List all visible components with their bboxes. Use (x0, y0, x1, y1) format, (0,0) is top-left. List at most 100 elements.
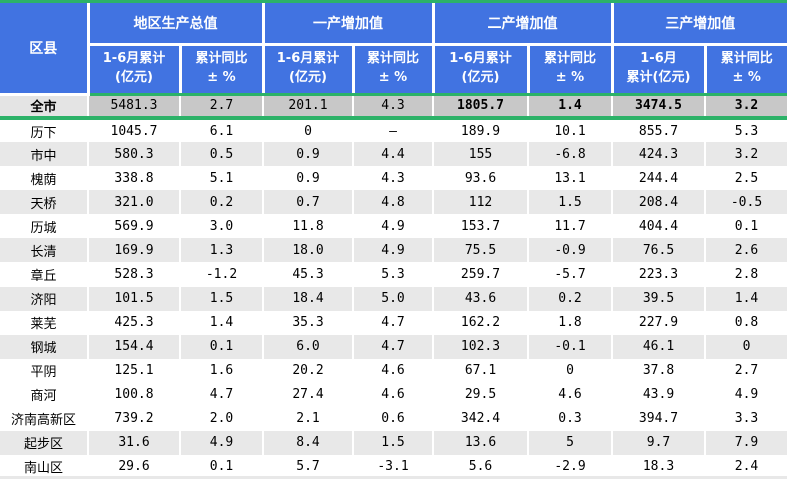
value-cell: 5.3 (353, 262, 434, 287)
header-group-row: 区县 地区生产总值 一产增加值 二产增加值 三产增加值 (0, 3, 787, 96)
value-cell: 569.9 (88, 214, 181, 239)
value-cell: -5.7 (528, 262, 613, 287)
value-cell: 1.5 (353, 430, 434, 455)
value-cell: 4.7 (180, 382, 264, 407)
region-cell: 全市 (0, 94, 89, 121)
value-cell: 3.2 (705, 94, 787, 121)
value-cell: 5.0 (353, 286, 434, 311)
table-row: 钢城 154.4 0.1 6.0 4.7 102.3 -0.1 46.1 0 (0, 334, 787, 359)
table-row: 莱芜 425.3 1.4 35.3 4.7 162.2 1.8 227.9 0.8 (0, 310, 787, 335)
sub-header-line1: 1-6月累计 (102, 51, 166, 67)
value-cell: 2.7 (180, 94, 264, 121)
value-cell: 0.6 (353, 406, 434, 431)
value-cell: 2.1 (263, 406, 354, 431)
value-cell: 1045.7 (88, 118, 181, 143)
value-cell: 223.3 (612, 262, 706, 287)
value-cell: 11.8 (263, 214, 354, 239)
value-cell: 10.1 (528, 118, 613, 143)
value-cell: 342.4 (433, 406, 529, 431)
value-cell: 37.8 (612, 358, 706, 383)
sub-header-line1: 1-6月累计 (276, 51, 340, 67)
value-cell: 9.7 (612, 430, 706, 455)
value-cell: 112 (433, 190, 529, 215)
value-cell: -3.1 (353, 454, 434, 479)
sub-header-line2: (亿元) (289, 70, 327, 85)
value-cell: 46.1 (612, 334, 706, 359)
value-cell: 13.6 (433, 430, 529, 455)
sub-header-primary-value: 1-6月累计 (亿元) (263, 44, 355, 96)
value-cell: 75.5 (433, 238, 529, 263)
value-cell: 0.2 (180, 190, 264, 215)
region-cell: 槐荫 (0, 166, 89, 191)
value-cell: 4.7 (353, 334, 434, 359)
sub-header-line1: 累计同比 (366, 51, 419, 67)
value-cell: 321.0 (88, 190, 181, 215)
group-header-gdp: 地区生产总值 (88, 3, 265, 46)
value-cell: 18.3 (612, 454, 706, 479)
table-row: 天桥 321.0 0.2 0.7 4.8 112 1.5 208.4 -0.5 (0, 190, 787, 215)
value-cell: 424.3 (612, 142, 706, 167)
value-cell: 101.5 (88, 286, 181, 311)
region-cell: 南山区 (0, 454, 89, 479)
region-cell: 起步区 (0, 430, 89, 455)
value-cell: -0.5 (705, 190, 787, 215)
value-cell: 208.4 (612, 190, 706, 215)
value-cell: 39.5 (612, 286, 706, 311)
value-cell: 0.1 (180, 334, 264, 359)
value-cell: 4.6 (353, 358, 434, 383)
value-cell: 2.4 (705, 454, 787, 479)
table-row: 长清 169.9 1.3 18.0 4.9 75.5 -0.9 76.5 2.6 (0, 238, 787, 263)
value-cell: 3.0 (180, 214, 264, 239)
value-cell: 189.9 (433, 118, 529, 143)
table-row: 平阴 125.1 1.6 20.2 4.6 67.1 0 37.8 2.7 (0, 358, 787, 383)
sub-header-line2: ± % (555, 70, 585, 85)
value-cell: 155 (433, 142, 529, 167)
value-cell: 169.9 (88, 238, 181, 263)
sub-header-tertiary-value: 1-6月 累计(亿元) (612, 44, 707, 96)
value-cell: 27.4 (263, 382, 354, 407)
sub-header-line2: (亿元) (461, 70, 500, 85)
value-cell: 1.5 (180, 286, 264, 311)
value-cell: 0 (263, 118, 354, 143)
value-cell: 404.4 (612, 214, 706, 239)
value-cell: 20.2 (263, 358, 354, 383)
sub-header-secondary-yoy: 累计同比 ± % (528, 44, 614, 96)
stats-table: 区县 地区生产总值 一产增加值 二产增加值 三产增加值 1-6月累计 (亿元) 累… (0, 3, 787, 479)
table-row: 起步区 31.6 4.9 8.4 1.5 13.6 5 9.7 7.9 (0, 430, 787, 455)
total-row: 全市 5481.3 2.7 201.1 4.3 1805.7 1.4 3474.5 3.2 (0, 94, 787, 121)
value-cell: -1.2 (180, 262, 264, 287)
table-row: 济阳 101.5 1.5 18.4 5.0 43.6 0.2 39.5 1.4 (0, 286, 787, 311)
value-cell: 11.7 (528, 214, 613, 239)
value-cell: 76.5 (612, 238, 706, 263)
sub-header-line2: ± % (732, 70, 761, 85)
value-cell: 3474.5 (612, 94, 706, 121)
value-cell: 153.7 (433, 214, 529, 239)
value-cell: 0.9 (263, 142, 354, 167)
value-cell: 0.1 (705, 214, 787, 239)
region-cell: 历城 (0, 214, 89, 239)
value-cell: 0.5 (180, 142, 264, 167)
value-cell: 2.8 (705, 262, 787, 287)
corner-header-region: 区县 (0, 3, 90, 96)
value-cell: 1.4 (705, 286, 787, 311)
value-cell: – (353, 118, 434, 143)
value-cell: 4.8 (353, 190, 434, 215)
region-cell: 历下 (0, 118, 89, 143)
table-body: 全市 5481.3 2.7 201.1 4.3 1805.7 1.4 3474.5 3.2 历下 1… (0, 94, 787, 479)
region-cell: 平阴 (0, 358, 89, 383)
value-cell: 18.4 (263, 286, 354, 311)
value-cell: 0.8 (705, 310, 787, 335)
sub-header-line2: (亿元) (115, 70, 153, 85)
region-cell: 章丘 (0, 262, 89, 287)
sub-header-line2: 累计(亿元) (626, 70, 691, 85)
sub-header-line1: 累计同比 (720, 51, 773, 67)
value-cell: 259.7 (433, 262, 529, 287)
value-cell: 2.6 (705, 238, 787, 263)
value-cell: 31.6 (88, 430, 181, 455)
value-cell: 4.6 (528, 382, 613, 407)
value-cell: 5.7 (263, 454, 354, 479)
table-row: 章丘 528.3 -1.2 45.3 5.3 259.7 -5.7 223.3 2.8 (0, 262, 787, 287)
region-cell: 天桥 (0, 190, 89, 215)
region-cell: 长清 (0, 238, 89, 263)
